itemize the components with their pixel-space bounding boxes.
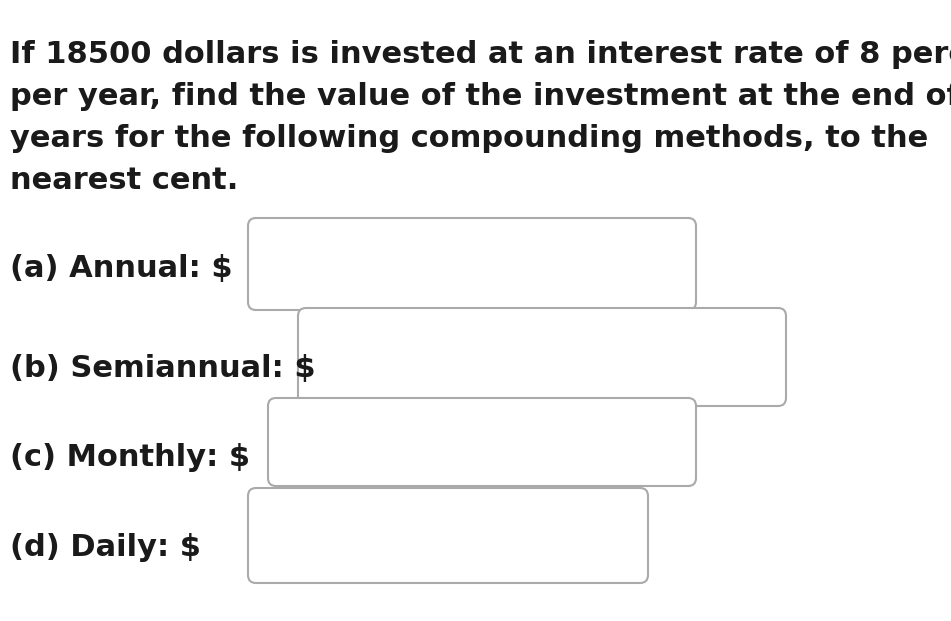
Text: (d) Daily: $: (d) Daily: $: [10, 533, 201, 563]
Text: If 18500 dollars is invested at an interest rate of 8 percent: If 18500 dollars is invested at an inter…: [10, 40, 951, 69]
Text: nearest cent.: nearest cent.: [10, 166, 239, 195]
FancyBboxPatch shape: [248, 488, 648, 583]
FancyBboxPatch shape: [298, 308, 786, 406]
FancyBboxPatch shape: [248, 218, 696, 310]
Text: (b) Semiannual: $: (b) Semiannual: $: [10, 353, 316, 383]
Text: years for the following compounding methods, to the: years for the following compounding meth…: [10, 124, 928, 153]
Text: (c) Monthly: $: (c) Monthly: $: [10, 443, 250, 473]
FancyBboxPatch shape: [268, 398, 696, 486]
Text: per year, find the value of the investment at the end of 5: per year, find the value of the investme…: [10, 82, 951, 111]
Text: (a) Annual: $: (a) Annual: $: [10, 253, 233, 283]
